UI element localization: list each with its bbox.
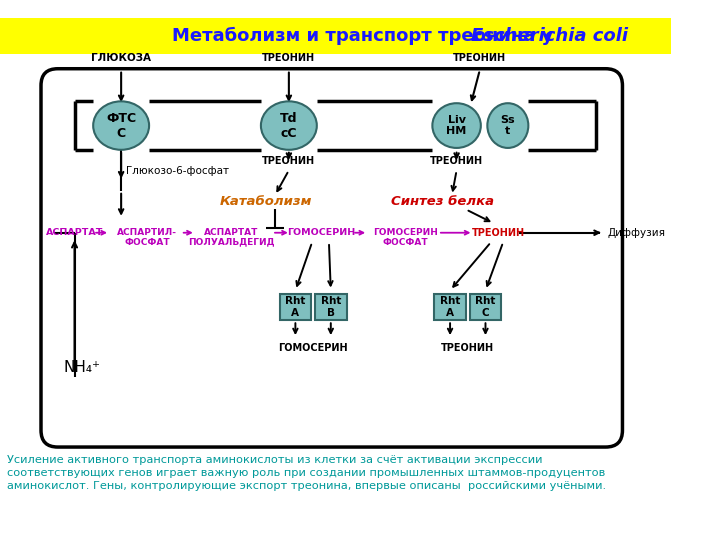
Text: Усиление активного транспорта аминокислоты из клетки за счёт активации экспресси: Усиление активного транспорта аминокисло…: [7, 455, 606, 491]
Text: Td
cC: Td cC: [280, 112, 297, 139]
Ellipse shape: [487, 103, 528, 148]
Text: ГЛЮКОЗА: ГЛЮКОЗА: [91, 53, 151, 63]
Text: АСПАРТАТ: АСПАРТАТ: [46, 228, 103, 237]
Ellipse shape: [261, 102, 317, 150]
Text: Rht
B: Rht B: [320, 296, 341, 318]
Text: ГОМОСЕРИН: ГОМОСЕРИН: [279, 343, 348, 353]
Bar: [279, 294, 311, 320]
FancyBboxPatch shape: [41, 69, 623, 447]
Text: ТРЕОНИН: ТРЕОНИН: [430, 156, 483, 166]
Bar: [0, 18, 671, 54]
Bar: [434, 294, 466, 320]
Text: ТРЕОНИН: ТРЕОНИН: [454, 53, 506, 63]
Text: ТРЕОНИН: ТРЕОНИН: [472, 228, 525, 238]
Text: Ss
t: Ss t: [500, 115, 515, 137]
Text: ФТС
C: ФТС C: [106, 112, 136, 139]
Text: ГОМОСЕРИН
ФОСФАТ: ГОМОСЕРИН ФОСФАТ: [373, 228, 438, 247]
Text: Liv
HM: Liv HM: [446, 115, 467, 137]
Ellipse shape: [93, 102, 149, 150]
Text: Диффузия: Диффузия: [608, 228, 665, 238]
Text: АСПАРТИЛ-
ФОСФАТ: АСПАРТИЛ- ФОСФАТ: [117, 228, 177, 247]
Text: ГОМОСЕРИН: ГОМОСЕРИН: [287, 228, 356, 237]
Bar: [315, 294, 346, 320]
Text: Катаболизм: Катаболизм: [220, 194, 312, 207]
Text: NH₄⁺: NH₄⁺: [63, 360, 100, 375]
Text: АСПАРТАТ
ПОЛУАЛЬДЕГИД: АСПАРТАТ ПОЛУАЛЬДЕГИД: [188, 228, 274, 247]
Text: ТРЕОНИН: ТРЕОНИН: [441, 343, 495, 353]
Text: Rht
A: Rht A: [440, 296, 460, 318]
Text: Синтез белка: Синтез белка: [391, 194, 494, 207]
Text: Глюкозо-6-фосфат: Глюкозо-6-фосфат: [126, 166, 229, 176]
Text: Escherichia coli: Escherichia coli: [471, 27, 628, 45]
Text: Метаболизм и транспорт треонина у: Метаболизм и транспорт треонина у: [172, 27, 560, 45]
Ellipse shape: [433, 103, 481, 148]
Text: ТРЕОНИН: ТРЕОНИН: [262, 156, 315, 166]
Text: Rht
C: Rht C: [475, 296, 495, 318]
Text: ТРЕОНИН: ТРЕОНИН: [262, 53, 315, 63]
Text: Rht
A: Rht A: [285, 296, 305, 318]
Bar: [469, 294, 501, 320]
